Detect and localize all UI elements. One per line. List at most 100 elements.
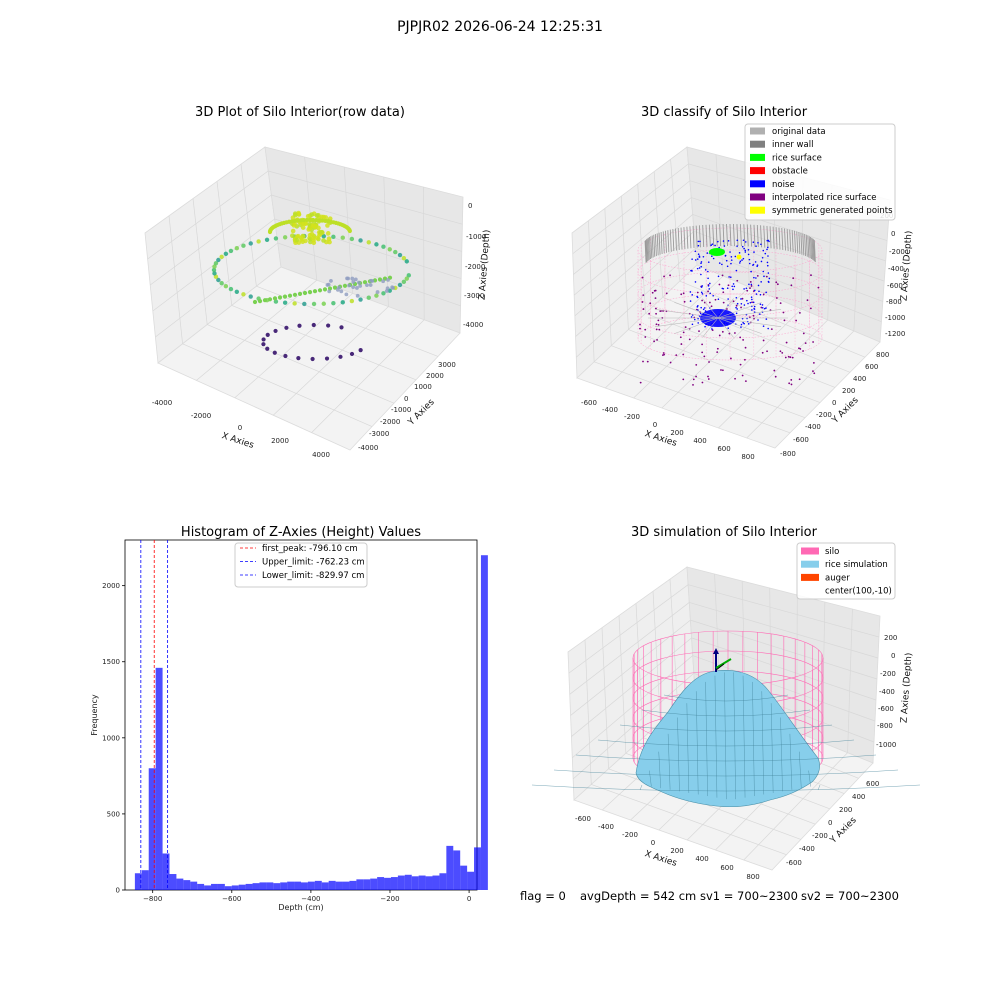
raw-point xyxy=(357,280,361,285)
panel1-points xyxy=(211,210,411,362)
noise-point xyxy=(691,323,694,326)
grid-line xyxy=(383,176,389,307)
raw-point xyxy=(300,225,306,230)
panel1-xtick: -4000 xyxy=(152,399,172,407)
noise-point xyxy=(748,283,750,286)
interp-point xyxy=(722,291,725,294)
raw-point xyxy=(228,248,234,254)
raw-point xyxy=(358,284,363,288)
raw-point xyxy=(223,251,229,256)
noise-point xyxy=(717,240,719,243)
panel4-axes-box xyxy=(531,566,921,871)
raw-point xyxy=(404,259,409,264)
histogram-xtick-label: −600 xyxy=(222,895,241,903)
raw-point xyxy=(385,286,390,291)
interp-point xyxy=(799,348,802,350)
mesh-line xyxy=(639,784,643,791)
histogram-bar xyxy=(148,768,156,890)
grid-line xyxy=(572,673,695,780)
noise-point xyxy=(767,327,769,330)
noise-point xyxy=(736,308,738,310)
noise-point xyxy=(766,246,769,249)
grid-line xyxy=(584,639,592,785)
histogram-bar xyxy=(294,881,301,890)
interp-point xyxy=(669,274,671,277)
raw-point xyxy=(302,301,307,307)
raw-point xyxy=(393,249,398,255)
raw-point xyxy=(321,214,326,220)
raw-point xyxy=(212,271,217,276)
noise-point xyxy=(727,240,730,242)
auger-arm xyxy=(715,658,732,669)
wall-point xyxy=(739,224,742,247)
panel1-title: 3D Plot of Silo Interior(row data) xyxy=(195,105,405,120)
raw-point xyxy=(216,257,221,263)
histogram-bar xyxy=(176,878,184,890)
raw-point xyxy=(310,223,316,228)
interp-point xyxy=(641,276,644,279)
interp-point xyxy=(732,300,735,303)
interp-point xyxy=(752,314,755,317)
raw-point xyxy=(321,238,326,243)
wall-point xyxy=(798,232,801,255)
noise-point xyxy=(738,252,741,254)
raw-point xyxy=(282,235,288,240)
wall-point xyxy=(717,317,734,338)
histogram-bar xyxy=(460,865,468,890)
grid-line xyxy=(271,194,462,252)
mesh-line xyxy=(641,709,811,717)
interp-point xyxy=(782,311,785,314)
interp-point xyxy=(659,310,662,312)
panel1-zlabel: Z Axies (Depth) xyxy=(478,229,493,300)
panel1-ytick: -3000 xyxy=(369,430,389,438)
raw-point xyxy=(314,213,320,218)
panel2-xtick: 200 xyxy=(670,429,683,437)
grid-line xyxy=(594,361,791,434)
panel4-xtick: 200 xyxy=(670,847,683,855)
mesh-line xyxy=(705,681,708,797)
interp-point xyxy=(766,350,768,353)
mesh-line xyxy=(658,751,661,789)
interp-point xyxy=(680,293,683,296)
grid-line xyxy=(743,752,848,861)
noise-point xyxy=(730,259,733,261)
grid-line xyxy=(746,330,855,439)
raw-point xyxy=(248,294,253,299)
grid-line xyxy=(670,159,681,282)
noise-point xyxy=(762,249,765,252)
mesh-line xyxy=(742,675,746,798)
panel2-ztick: -400 xyxy=(888,265,904,273)
raw-point xyxy=(257,299,263,304)
interp-point xyxy=(722,301,725,304)
grid-line xyxy=(192,198,208,325)
interp-point xyxy=(798,311,801,314)
noise-point xyxy=(722,240,725,242)
wall-point xyxy=(654,309,719,319)
noise-point xyxy=(727,327,730,329)
interp-point xyxy=(741,374,744,377)
wall-point xyxy=(736,224,739,247)
raw-point xyxy=(273,236,279,241)
histogram-xlabel: Depth (cm) xyxy=(278,903,323,912)
histogram-bar xyxy=(328,880,336,890)
legend-label: inner wall xyxy=(772,140,813,150)
raw-point xyxy=(308,239,313,245)
noise-point xyxy=(714,244,716,247)
interp-point xyxy=(817,286,820,289)
wall-point xyxy=(808,236,811,259)
panel2-xtick: 800 xyxy=(741,453,754,461)
wall-point xyxy=(689,226,692,249)
raw-point xyxy=(211,267,217,273)
interp-point xyxy=(655,312,657,315)
interp-point xyxy=(657,319,660,322)
mesh-line xyxy=(724,672,727,800)
raw-point xyxy=(293,212,298,218)
raw-point xyxy=(365,283,369,288)
noise-point xyxy=(742,321,744,324)
raw-point xyxy=(282,300,288,305)
histogram-legend-label: first_peak: -796.10 cm xyxy=(262,544,358,554)
grid-line xyxy=(149,194,272,286)
histogram-bar xyxy=(356,879,364,890)
noise-point xyxy=(711,255,713,258)
raw-point xyxy=(303,238,308,244)
